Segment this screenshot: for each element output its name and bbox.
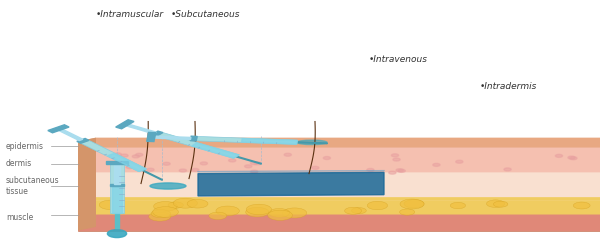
Polygon shape [107,154,146,171]
Circle shape [268,210,292,220]
Circle shape [283,208,307,218]
Polygon shape [192,143,239,158]
Circle shape [450,202,466,209]
Bar [112,186,122,213]
Polygon shape [116,120,134,129]
Circle shape [504,168,511,171]
Polygon shape [78,172,600,176]
Circle shape [323,156,331,159]
Circle shape [99,200,122,210]
Circle shape [456,160,463,163]
Circle shape [245,165,252,168]
Polygon shape [78,141,600,151]
Circle shape [574,202,590,209]
Circle shape [154,202,177,211]
Circle shape [398,169,405,172]
Text: muscle: muscle [6,213,33,221]
Text: •Subcutaneous: •Subcutaneous [171,10,241,19]
Circle shape [187,199,208,208]
Polygon shape [198,172,384,196]
Circle shape [173,198,197,208]
Polygon shape [127,124,156,134]
Bar [106,161,128,164]
Polygon shape [77,138,89,143]
Circle shape [107,230,127,238]
Circle shape [400,199,424,209]
Circle shape [121,154,128,157]
Circle shape [136,153,143,156]
Circle shape [209,212,227,219]
Polygon shape [157,132,239,158]
Circle shape [312,166,319,169]
Polygon shape [78,218,600,231]
Polygon shape [78,176,600,201]
Polygon shape [152,131,163,136]
Bar [115,213,119,228]
Circle shape [254,162,261,165]
Circle shape [570,157,577,160]
Polygon shape [48,125,69,133]
Polygon shape [155,136,191,139]
Text: dermis: dermis [6,159,32,168]
Circle shape [352,208,366,214]
Circle shape [400,209,415,215]
Circle shape [367,168,374,171]
Circle shape [250,162,257,165]
Bar [110,164,124,213]
Polygon shape [81,140,147,172]
Ellipse shape [150,183,186,189]
Text: subcutaneous
tissue: subcutaneous tissue [6,176,59,196]
Circle shape [393,158,400,161]
Text: •Intravenous: •Intravenous [369,55,428,63]
Circle shape [391,154,398,157]
Polygon shape [59,129,83,141]
Circle shape [151,210,170,218]
Circle shape [179,169,187,172]
Polygon shape [78,138,600,141]
Polygon shape [78,215,600,218]
Circle shape [433,163,440,166]
Circle shape [245,207,269,217]
Circle shape [132,155,139,158]
Circle shape [149,212,171,221]
Circle shape [246,204,272,215]
Circle shape [152,207,178,217]
Polygon shape [78,138,96,231]
Text: epidermis: epidermis [6,142,44,151]
Circle shape [367,201,388,210]
Polygon shape [190,136,197,141]
Circle shape [168,202,183,208]
Circle shape [556,154,563,157]
Polygon shape [242,139,298,144]
Circle shape [251,170,258,173]
Circle shape [344,207,362,214]
Circle shape [269,209,290,217]
Circle shape [114,153,121,156]
Circle shape [216,206,239,216]
Circle shape [493,201,508,207]
Polygon shape [78,197,600,201]
Bar [114,164,120,184]
Circle shape [284,153,292,156]
Circle shape [389,171,396,174]
Polygon shape [78,148,600,151]
Circle shape [200,162,208,165]
Circle shape [191,168,199,171]
Circle shape [126,166,133,169]
Circle shape [487,200,505,207]
Text: •Intradermis: •Intradermis [480,82,538,91]
Circle shape [163,162,170,165]
Circle shape [568,156,575,159]
Polygon shape [147,132,156,142]
Polygon shape [78,151,600,176]
Circle shape [229,159,236,162]
Circle shape [396,169,403,172]
Ellipse shape [297,140,327,145]
Bar [110,184,124,186]
Polygon shape [78,201,600,218]
Circle shape [404,200,424,208]
Polygon shape [196,136,298,145]
Circle shape [147,168,154,171]
Text: •Intramuscular: •Intramuscular [96,10,164,19]
